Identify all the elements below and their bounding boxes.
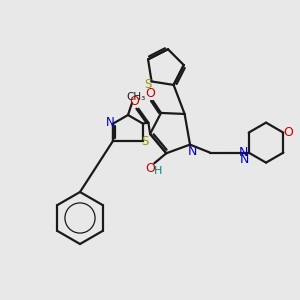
Text: N: N: [239, 146, 248, 159]
Text: O: O: [284, 126, 293, 139]
Text: S: S: [144, 78, 151, 91]
Text: N: N: [106, 116, 115, 129]
Text: N: N: [187, 145, 197, 158]
Text: S: S: [141, 135, 148, 148]
Text: O: O: [145, 87, 155, 101]
Text: H: H: [154, 166, 163, 176]
Text: O: O: [146, 162, 155, 175]
Text: CH₃: CH₃: [126, 92, 146, 102]
Text: N: N: [239, 153, 249, 166]
Text: O: O: [130, 95, 139, 108]
